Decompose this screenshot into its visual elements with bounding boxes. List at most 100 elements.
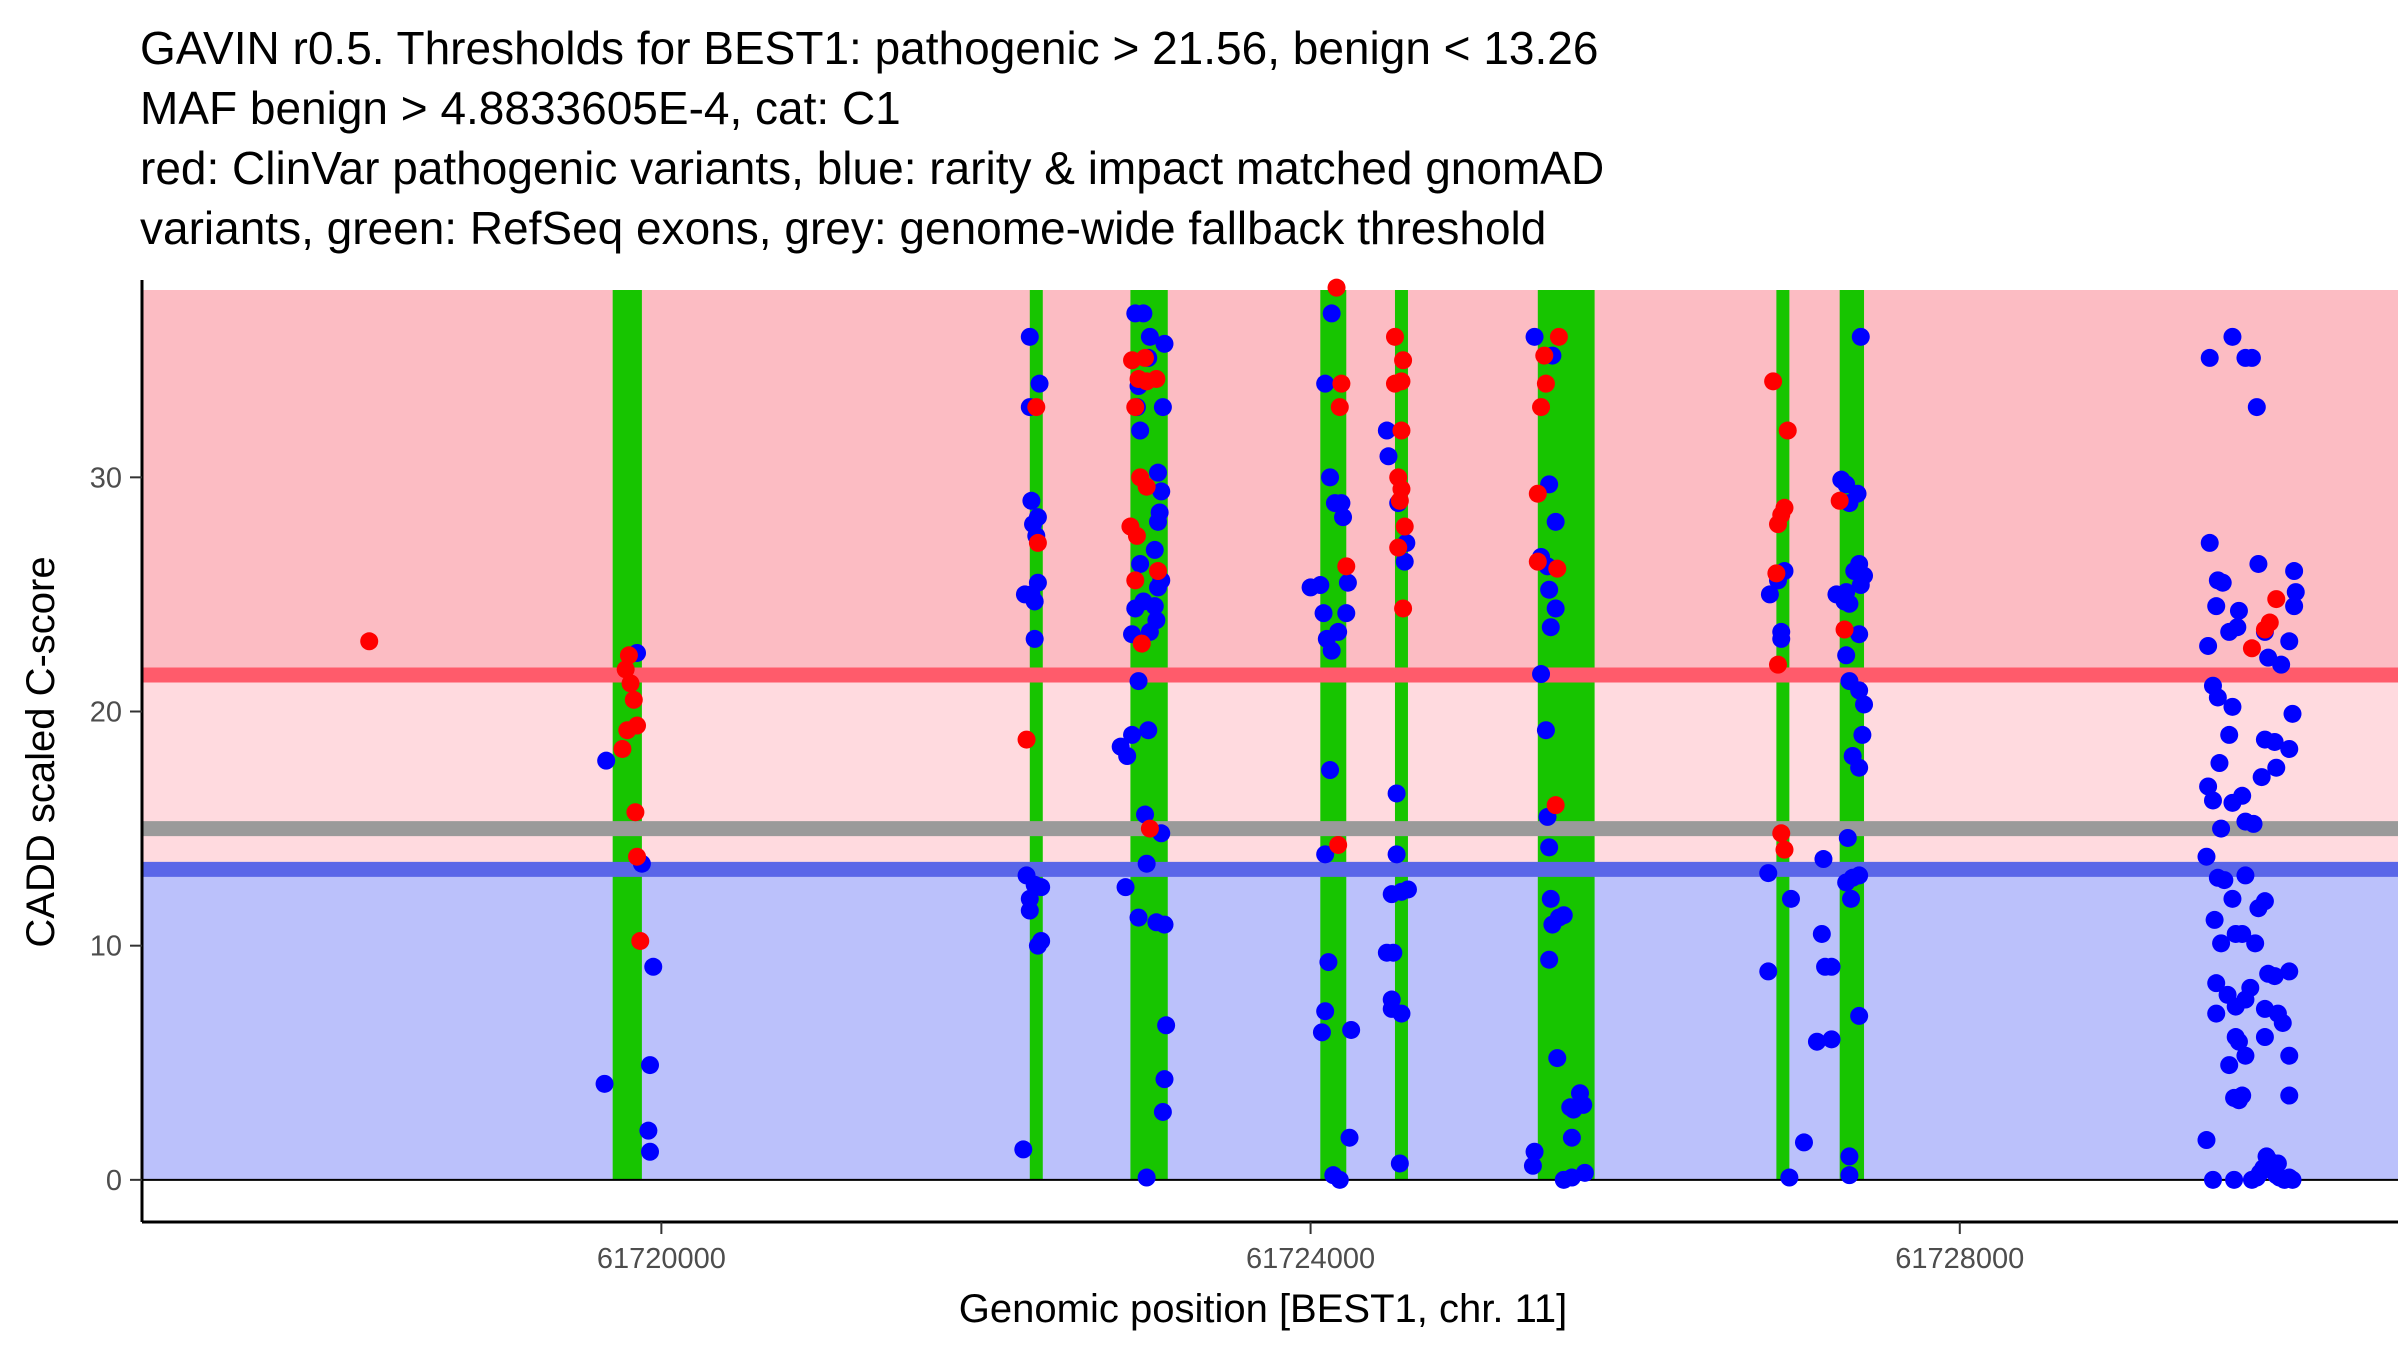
gnomad-point bbox=[1145, 597, 1164, 616]
gnomad-point bbox=[2280, 1046, 2299, 1065]
clinvar-point bbox=[1330, 398, 1349, 417]
gnomad-point bbox=[2285, 597, 2304, 616]
gnomad-point bbox=[1311, 576, 1330, 595]
gnomad-point bbox=[1840, 1166, 1859, 1185]
gnomad-point bbox=[1340, 1128, 1359, 1147]
clinvar-point bbox=[1027, 398, 1046, 417]
gnomad-point bbox=[2223, 889, 2242, 908]
gnomad-point bbox=[2286, 583, 2305, 602]
gnomad-point bbox=[2200, 533, 2219, 552]
title-line-4: variants, green: RefSeq exons, grey: gen… bbox=[140, 202, 1547, 254]
gnomad-point bbox=[1377, 421, 1396, 440]
gnomad-point bbox=[2273, 1013, 2292, 1032]
gnomad-point bbox=[1314, 604, 1333, 623]
gnomad-point bbox=[1807, 1032, 1826, 1051]
gnomad-point bbox=[1322, 304, 1341, 323]
gnomad-point bbox=[1850, 681, 1869, 700]
clinvar-point bbox=[1769, 515, 1788, 534]
gnomad-point bbox=[1028, 573, 1047, 592]
gnomad-point bbox=[1554, 906, 1573, 925]
gnomad-point bbox=[1546, 599, 1565, 618]
clinvar-point bbox=[1535, 346, 1554, 365]
gnomad-point bbox=[2233, 1086, 2252, 1105]
clinvar-point bbox=[1392, 372, 1411, 391]
gnomad-point bbox=[1028, 508, 1047, 527]
gnomad-point bbox=[2223, 697, 2242, 716]
clinvar-point bbox=[1392, 421, 1411, 440]
clinvar-point bbox=[613, 739, 632, 758]
gnomad-point bbox=[2280, 632, 2299, 651]
gnomad-point bbox=[1850, 1006, 1869, 1025]
title-line-1: GAVIN r0.5. Thresholds for BEST1: pathog… bbox=[140, 22, 1599, 74]
y-tick-label: 20 bbox=[90, 697, 122, 729]
gnomad-point bbox=[1398, 880, 1417, 899]
gnomad-point bbox=[1131, 554, 1150, 573]
gnomad-point bbox=[2203, 791, 2222, 810]
gnomad-point bbox=[2229, 1032, 2248, 1051]
gnomad-point bbox=[2233, 924, 2252, 943]
gnomad-point bbox=[1014, 1140, 1033, 1159]
gnomad-point bbox=[2228, 618, 2247, 637]
gnomad-point bbox=[1540, 580, 1559, 599]
gnomad-point bbox=[1157, 1016, 1176, 1035]
gnomad-point bbox=[2272, 655, 2291, 674]
clinvar-point bbox=[1137, 477, 1156, 496]
gnomad-point bbox=[1153, 1102, 1172, 1121]
gnomad-point bbox=[1540, 950, 1559, 969]
gnomad-point bbox=[1329, 622, 1348, 641]
gnomad-point bbox=[1316, 845, 1335, 864]
axes: 0 10 20 30 61720000 61724000 61728000 bbox=[90, 280, 2398, 1275]
gnomad-point bbox=[1780, 1168, 1799, 1187]
gnomad-point bbox=[1395, 552, 1414, 571]
gnomad-point bbox=[2280, 739, 2299, 758]
gnomad-point bbox=[1155, 915, 1174, 934]
clinvar-point bbox=[1149, 562, 1168, 581]
gnomad-point bbox=[2205, 910, 2224, 929]
gnomad-point bbox=[2210, 754, 2229, 773]
gnomad-point bbox=[1111, 737, 1130, 756]
gnomad-point bbox=[2199, 777, 2218, 796]
gnomad-point bbox=[1851, 327, 1870, 346]
clinvar-point bbox=[626, 803, 645, 822]
gnomad-point bbox=[2268, 1154, 2287, 1173]
clinvar-point bbox=[619, 646, 638, 665]
gnomad-point bbox=[1322, 641, 1341, 660]
gnomad-point bbox=[1822, 957, 1841, 976]
gnomad-point bbox=[2265, 967, 2284, 986]
gnomad-point bbox=[1575, 1163, 1594, 1182]
gnomad-point bbox=[1134, 304, 1153, 323]
clinvar-point bbox=[1775, 498, 1794, 517]
gnomad-point bbox=[2197, 1131, 2216, 1150]
gnomad-point bbox=[1541, 618, 1560, 637]
gnomad-point bbox=[1129, 672, 1148, 691]
gnomad-point bbox=[1321, 761, 1340, 780]
gnomad-point bbox=[1532, 665, 1551, 684]
gnomad-point bbox=[2207, 597, 2226, 616]
clinvar-point bbox=[1536, 374, 1555, 393]
gnomad-point bbox=[1131, 421, 1150, 440]
clinvar-point bbox=[1764, 372, 1783, 391]
gnomad-point bbox=[1794, 1133, 1813, 1152]
chart-title: GAVIN r0.5. Thresholds for BEST1: pathog… bbox=[140, 18, 1604, 258]
gnomad-point bbox=[1153, 398, 1172, 417]
clinvar-point bbox=[1769, 655, 1788, 674]
gnomad-point bbox=[1837, 646, 1856, 665]
gnomad-point bbox=[1392, 1004, 1411, 1023]
gnomad-point bbox=[1840, 594, 1859, 613]
gnomad-point bbox=[1129, 908, 1148, 927]
clinvar-point bbox=[1772, 824, 1791, 843]
gnomad-point bbox=[2225, 1170, 2244, 1189]
gnomad-point bbox=[1853, 725, 1872, 744]
gnomad-point bbox=[1574, 1095, 1593, 1114]
clinvar-point bbox=[2267, 590, 2286, 609]
gnomad-point bbox=[1842, 889, 1861, 908]
gnomad-point bbox=[1020, 327, 1039, 346]
gnomad-point bbox=[1546, 512, 1565, 531]
clinvar-point bbox=[1028, 533, 1047, 552]
gnomad-point bbox=[1541, 889, 1560, 908]
gnomad-point bbox=[1390, 1154, 1409, 1173]
x-tick-label: 61720000 bbox=[597, 1243, 726, 1275]
gnomad-point bbox=[1330, 1170, 1349, 1189]
gnomad-point bbox=[2212, 934, 2231, 953]
